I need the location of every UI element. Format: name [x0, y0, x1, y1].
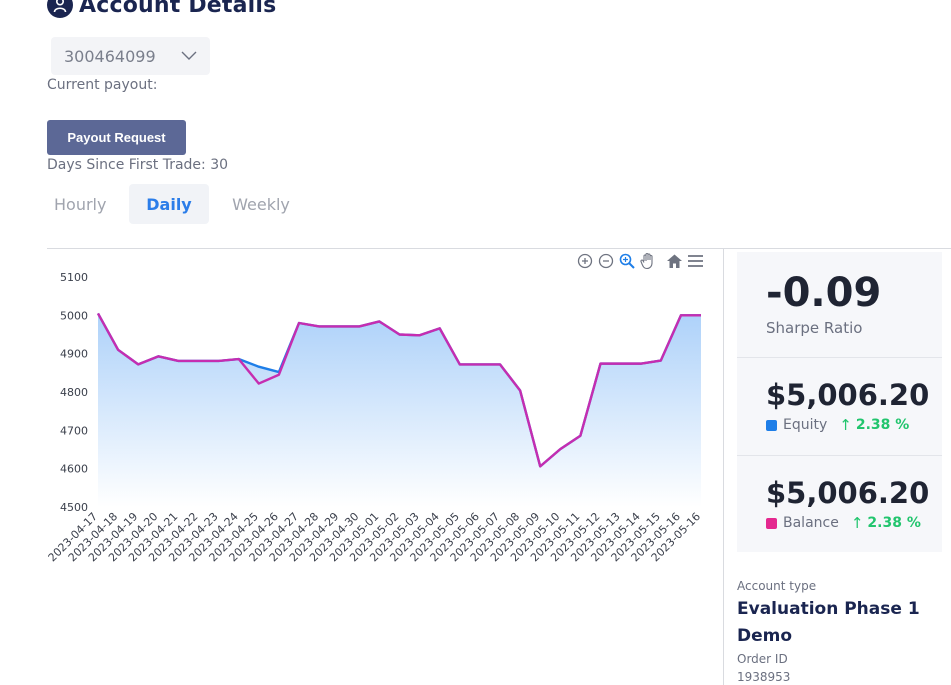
equity-legend: Equity ↑ 2.38 % [766, 416, 909, 434]
payout-request-button[interactable]: Payout Request [47, 120, 186, 155]
y-tick-label: 5000 [60, 309, 88, 322]
tab-daily[interactable]: Daily [129, 184, 209, 224]
balance-label: Balance [783, 515, 839, 531]
sharpe-label: Sharpe Ratio [766, 319, 863, 337]
balance-line [96, 312, 701, 468]
balance-change: 2.38 % [867, 515, 921, 531]
equity-area [98, 313, 701, 507]
account-select[interactable]: 300464099 [51, 37, 210, 75]
order-id-label: Order ID [737, 652, 788, 666]
y-tick-label: 4800 [60, 386, 88, 399]
arrow-up-icon: ↑ [850, 514, 864, 532]
y-tick-label: 4600 [60, 463, 88, 476]
zoom-in-icon[interactable] [576, 252, 594, 270]
pan-hand-icon[interactable] [639, 252, 657, 270]
timeframe-tabs: Hourly Daily Weekly [47, 184, 301, 224]
y-tick-label: 4700 [60, 424, 88, 437]
account-number: 300464099 [64, 46, 156, 66]
y-tick-label: 4500 [60, 501, 88, 514]
tab-hourly[interactable]: Hourly [54, 194, 107, 214]
selection-zoom-icon[interactable] [618, 252, 636, 270]
vertical-divider [723, 248, 724, 685]
user-icon [47, 0, 73, 18]
chart-toolbar [576, 252, 704, 270]
current-payout-label: Current payout: [47, 77, 158, 93]
sharpe-value: -0.09 [766, 270, 882, 316]
divider-right [723, 248, 951, 249]
equity-card: $5,006.20 Equity ↑ 2.38 % [737, 358, 942, 456]
balance-legend: Balance ↑ 2.38 % [766, 514, 921, 532]
order-id-value: 1938953 [737, 670, 791, 684]
sharpe-card: -0.09 Sharpe Ratio [737, 252, 942, 358]
balance-value: $5,006.20 [766, 476, 930, 510]
page-title: Account Details [79, 0, 277, 18]
equity-dot [766, 419, 777, 431]
balance-card: $5,006.20 Balance ↑ 2.38 % [737, 456, 942, 552]
chevron-down-icon [180, 47, 198, 66]
stats-panel: -0.09 Sharpe Ratio $5,006.20 Equity ↑ 2.… [737, 252, 942, 552]
divider [47, 248, 723, 249]
equity-label: Equity [783, 417, 828, 433]
equity-change: 2.38 % [855, 417, 910, 433]
y-tick-label: 4900 [60, 348, 88, 361]
menu-icon[interactable] [686, 252, 704, 270]
home-reset-icon[interactable] [665, 252, 683, 270]
account-type-value: Evaluation Phase 1 Demo [737, 599, 920, 646]
y-tick-label: 5100 [60, 271, 88, 284]
balance-dot [766, 517, 777, 529]
arrow-up-icon: ↑ [839, 416, 852, 434]
title-row: Account Details [47, 0, 276, 18]
days-since-first-trade: Days Since First Trade: 30 [47, 157, 229, 173]
zoom-out-icon[interactable] [597, 252, 615, 270]
equity-value: $5,006.20 [766, 378, 930, 412]
account-type-label: Account type [737, 579, 817, 593]
tab-weekly[interactable]: Weekly [232, 194, 290, 214]
